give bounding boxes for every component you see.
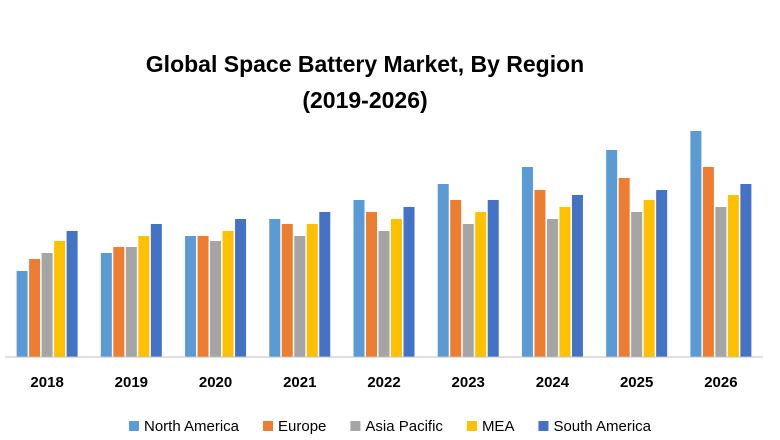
bar — [571, 195, 583, 357]
bar — [150, 224, 162, 357]
bar — [559, 207, 571, 357]
bar — [306, 224, 318, 357]
bar — [197, 236, 209, 357]
legend-label: Europe — [278, 418, 326, 435]
x-tick-label: 2024 — [536, 374, 570, 391]
bar — [100, 253, 112, 357]
legend-label: MEA — [482, 418, 515, 435]
x-tick-label: 2023 — [452, 374, 485, 391]
legend-swatch — [538, 421, 549, 431]
chart-title: Global Space Battery Market, By Region (… — [145, 51, 585, 113]
bar — [138, 236, 150, 357]
bar — [462, 224, 474, 357]
x-tick-label: 2026 — [704, 374, 737, 391]
x-tick-label: 2021 — [283, 374, 316, 391]
bar — [618, 178, 630, 357]
bar — [66, 231, 78, 357]
bar — [29, 259, 41, 357]
legend-swatch — [263, 421, 274, 431]
bar — [631, 212, 643, 357]
bar — [294, 236, 306, 357]
bar — [727, 195, 739, 357]
bar — [450, 200, 462, 357]
bar — [740, 184, 752, 357]
bar — [41, 253, 53, 357]
bar — [715, 207, 727, 357]
bar — [319, 212, 331, 357]
legend-label: Asia Pacific — [365, 418, 443, 435]
x-tick-label: 2018 — [30, 374, 63, 391]
bar — [487, 200, 499, 357]
bar — [210, 241, 222, 357]
legend-swatch — [128, 421, 139, 431]
x-tick-label: 2019 — [115, 374, 148, 391]
bar — [475, 212, 487, 357]
bar — [235, 219, 247, 357]
legend-label: South America — [553, 418, 651, 435]
bar — [281, 224, 293, 357]
bar — [534, 190, 546, 357]
x-tick-label: 2025 — [620, 374, 653, 391]
bar — [113, 247, 125, 357]
legend-label: North America — [144, 418, 240, 435]
bar — [353, 200, 365, 357]
bar — [656, 190, 668, 357]
bar — [702, 167, 714, 357]
legend-swatch — [350, 421, 361, 431]
bar — [403, 207, 415, 357]
legend-swatch — [466, 421, 477, 431]
bar — [222, 231, 234, 357]
bar — [378, 231, 390, 357]
bar — [643, 200, 655, 357]
x-tick-label: 2020 — [199, 374, 232, 391]
bar — [546, 219, 558, 357]
bar — [391, 219, 402, 357]
bar — [185, 236, 197, 357]
bar — [521, 167, 533, 357]
bar — [16, 271, 28, 357]
x-tick-label: 2022 — [367, 374, 400, 391]
bar — [690, 131, 702, 357]
bar — [437, 184, 449, 357]
bar — [606, 150, 618, 357]
bar — [366, 212, 377, 357]
bar — [54, 241, 66, 357]
bar — [125, 247, 137, 357]
bar — [269, 219, 281, 357]
